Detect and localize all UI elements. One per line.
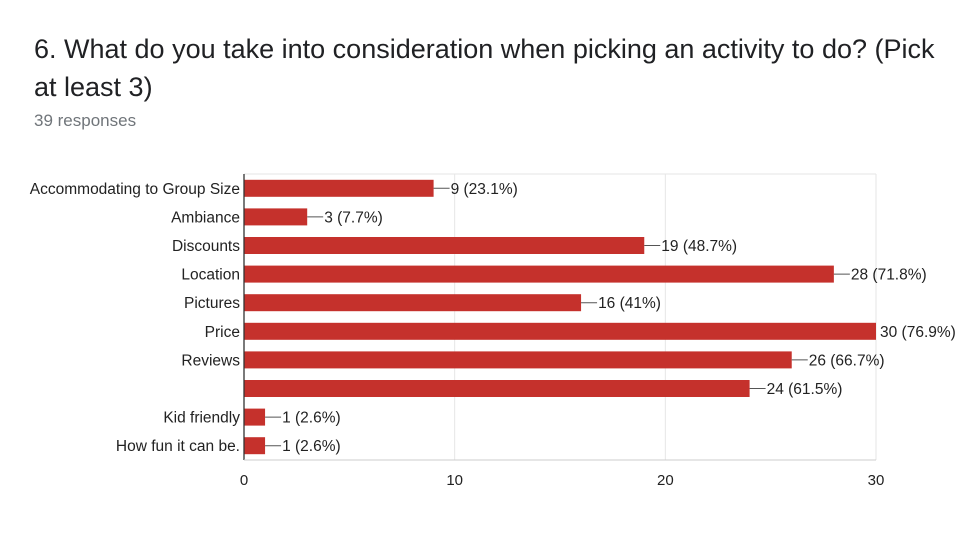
data-label: 30 (76.9%) [880, 324, 956, 341]
category-label: Accommodating to Group Size [30, 181, 240, 198]
data-label: 28 (71.8%) [851, 267, 927, 284]
data-label: 3 (7.7%) [324, 209, 383, 226]
data-label: 19 (48.7%) [661, 238, 737, 255]
bar [244, 294, 582, 312]
category-label: Location [181, 267, 240, 284]
bar [244, 179, 434, 197]
category-label: Kid friendly [163, 410, 240, 427]
bar [244, 265, 834, 283]
data-label: 9 (23.1%) [451, 181, 518, 198]
category-label: Reviews [181, 352, 240, 369]
category-label: Discounts [172, 238, 240, 255]
data-label: 24 (61.5%) [767, 381, 843, 398]
question-title: 6. What do you take into consideration w… [34, 34, 935, 102]
response-count: 39 responses [34, 111, 137, 130]
bar [244, 380, 750, 397]
data-label: 1 (2.6%) [282, 438, 341, 455]
data-label: 16 (41%) [598, 295, 661, 312]
category-label: Price [205, 324, 240, 341]
bar [244, 351, 792, 369]
x-tick-label: 0 [240, 472, 248, 489]
bar [244, 237, 645, 254]
bar [244, 208, 308, 226]
category-label: How fun it can be. [116, 438, 240, 455]
x-tick-label: 10 [446, 472, 463, 489]
x-tick-label: 30 [868, 472, 885, 489]
bar [244, 437, 266, 455]
data-label: 1 (2.6%) [282, 410, 341, 427]
bar [244, 408, 266, 426]
x-tick-label: 20 [657, 472, 674, 489]
data-label: 26 (66.7%) [809, 352, 885, 369]
bar [244, 322, 876, 340]
category-label: Pictures [184, 295, 240, 312]
category-label: Ambiance [171, 209, 240, 226]
